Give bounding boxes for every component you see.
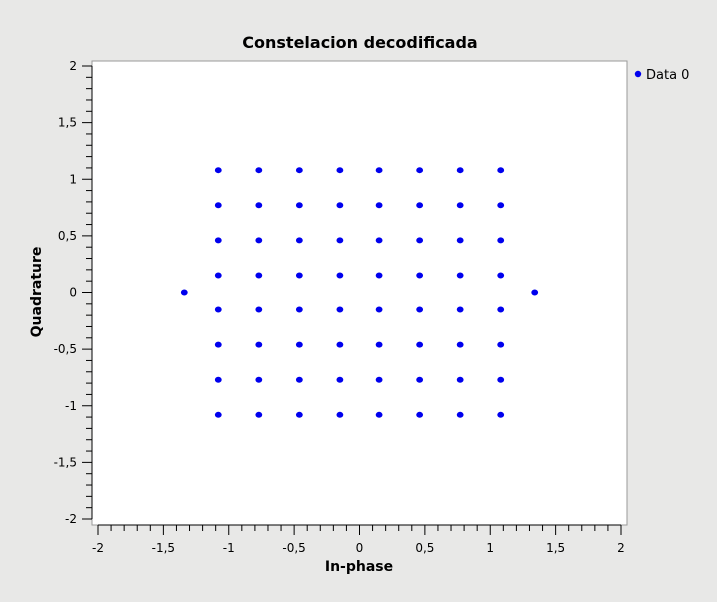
x-tick-labels: -2 -1,5 -1 -0,5 0 0,5 1 1,5 2 [92, 541, 625, 555]
data-point [336, 202, 344, 209]
x-tick-label: -0,5 [282, 541, 305, 555]
data-point [416, 167, 424, 174]
data-point [497, 202, 505, 209]
data-point [375, 272, 383, 279]
legend-marker [634, 70, 642, 78]
data-point [497, 341, 505, 348]
data-point [416, 411, 424, 418]
data-point [416, 202, 424, 209]
y-tick-label: 1,5 [58, 116, 77, 130]
data-point [456, 411, 464, 418]
data-point [295, 202, 303, 209]
x-tick-label: -1 [223, 541, 235, 555]
data-point [416, 376, 424, 383]
data-point [336, 272, 344, 279]
data-point [531, 289, 539, 296]
data-point [336, 306, 344, 313]
data-point [416, 341, 424, 348]
data-point [255, 411, 263, 418]
data-point [214, 202, 222, 209]
data-point [214, 341, 222, 348]
data-point [180, 289, 188, 296]
y-tick-labels: 2 1,5 1 0,5 0 -0,5 -1 -1,5 -2 [54, 59, 77, 526]
y-tick-label: -1,5 [54, 455, 77, 469]
data-point [255, 167, 263, 174]
x-tick-label: 2 [617, 541, 625, 555]
data-point [255, 272, 263, 279]
data-point [456, 306, 464, 313]
y-tick-label: 1 [69, 172, 77, 186]
y-axis [82, 65, 93, 520]
data-point [214, 411, 222, 418]
y-tick-label: -2 [65, 512, 77, 526]
data-point [255, 202, 263, 209]
x-tick-label: -1,5 [152, 541, 175, 555]
data-point [375, 376, 383, 383]
data-point [295, 341, 303, 348]
x-axis-title: In-phase [325, 559, 393, 575]
data-point [255, 341, 263, 348]
data-point [416, 272, 424, 279]
data-point [497, 237, 505, 244]
scatter-points [180, 167, 539, 418]
data-point [214, 306, 222, 313]
data-point [336, 376, 344, 383]
y-tick-label: -1 [65, 399, 77, 413]
legend-label: Data 0 [646, 68, 689, 83]
data-point [336, 341, 344, 348]
x-axis [97, 524, 622, 535]
data-point [375, 167, 383, 174]
data-point [456, 272, 464, 279]
x-tick-label: 1 [486, 541, 494, 555]
x-tick-label: 1,5 [546, 541, 565, 555]
data-point [295, 306, 303, 313]
y-tick-label: 2 [69, 59, 77, 73]
data-point [214, 237, 222, 244]
data-point [255, 376, 263, 383]
data-point [214, 376, 222, 383]
x-tick-label: 0 [356, 541, 364, 555]
data-point [255, 237, 263, 244]
data-point [295, 167, 303, 174]
data-point [456, 167, 464, 174]
data-point [295, 272, 303, 279]
y-tick-label: 0 [69, 286, 77, 300]
data-point [416, 237, 424, 244]
data-point [336, 237, 344, 244]
y-tick-label: -0,5 [54, 342, 77, 356]
data-point [497, 167, 505, 174]
data-point [375, 411, 383, 418]
data-point [336, 167, 344, 174]
data-point [416, 306, 424, 313]
data-point [456, 376, 464, 383]
data-point [497, 306, 505, 313]
data-point [375, 237, 383, 244]
data-point [456, 341, 464, 348]
data-point [497, 411, 505, 418]
data-point [375, 202, 383, 209]
x-tick-label: -2 [92, 541, 104, 555]
data-point [375, 341, 383, 348]
data-point [375, 306, 383, 313]
data-point [456, 237, 464, 244]
plot-area[interactable] [91, 60, 628, 526]
legend[interactable]: Data 0 [634, 68, 690, 83]
data-point [295, 376, 303, 383]
data-point [497, 376, 505, 383]
data-point [295, 237, 303, 244]
data-point [214, 272, 222, 279]
y-tick-label: 0,5 [58, 229, 77, 243]
data-point [295, 411, 303, 418]
y-axis-title: Quadrature [29, 247, 45, 338]
data-point [497, 272, 505, 279]
chart-title: Constelacion decodificada [242, 33, 477, 52]
x-tick-label: 0,5 [415, 541, 434, 555]
data-point [255, 306, 263, 313]
data-point [456, 202, 464, 209]
data-point [336, 411, 344, 418]
data-point [214, 167, 222, 174]
